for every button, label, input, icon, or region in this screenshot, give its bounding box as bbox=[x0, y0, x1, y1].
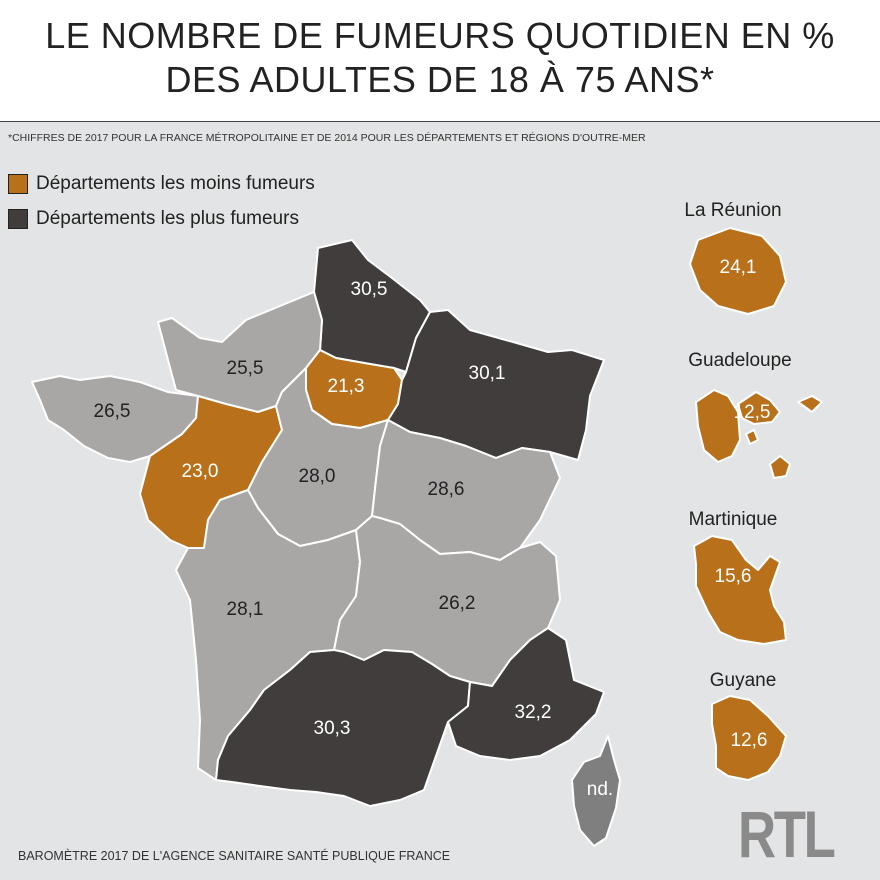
label-guadeloupe: Guadeloupe bbox=[688, 350, 792, 371]
value-centre-val-de-loire: 28,0 bbox=[299, 466, 336, 487]
value-martinique: 15,6 bbox=[715, 566, 752, 587]
region-provence-alpes-cote-d-azur bbox=[447, 627, 605, 761]
source-credit: BAROMÈTRE 2017 DE L'AGENCE SANITAIRE SAN… bbox=[18, 849, 451, 863]
value-pays-de-la-loire: 23,0 bbox=[182, 461, 219, 482]
value-hauts-de-france: 30,5 bbox=[351, 279, 388, 300]
label-la-reunion: La Réunion bbox=[684, 200, 782, 221]
title-line-2: DES ADULTES DE 18 À 75 ANS* bbox=[165, 59, 715, 100]
overseas-guadeloupe bbox=[695, 389, 823, 479]
legend-swatch-high bbox=[8, 209, 28, 229]
legend-label-low: Départements les moins fumeurs bbox=[36, 173, 315, 194]
overseas-guyane bbox=[711, 695, 787, 781]
value-la-reunion: 24,1 bbox=[720, 257, 757, 278]
legend-swatch-low bbox=[8, 174, 28, 194]
label-guyane: Guyane bbox=[709, 670, 777, 691]
header: LE NOMBRE DE FUMEURS QUOTIDIEN EN % DES … bbox=[0, 0, 880, 122]
value-auvergne-rhone-alpes: 26,2 bbox=[439, 593, 476, 614]
legend-item-high: Départements les plus fumeurs bbox=[8, 208, 299, 230]
legend-label-high: Départements les plus fumeurs bbox=[36, 208, 299, 229]
overseas-martinique bbox=[693, 535, 787, 645]
region-corse bbox=[571, 735, 621, 847]
rtl-logo: RTL bbox=[738, 797, 836, 871]
value-guadeloupe: 12,5 bbox=[734, 402, 771, 423]
region-occitanie bbox=[215, 649, 471, 807]
value-provence-alpes-cote-d-azur: 32,2 bbox=[515, 702, 552, 723]
value-bourgogne-franche-comte: 28,6 bbox=[428, 479, 465, 500]
value-normandie: 25,5 bbox=[227, 358, 264, 379]
footnote: *CHIFFRES DE 2017 POUR LA FRANCE MÉTROPO… bbox=[8, 132, 646, 144]
value-nouvelle-aquitaine: 28,1 bbox=[227, 599, 264, 620]
value-corse: nd. bbox=[587, 779, 613, 800]
value-guyane: 12,6 bbox=[731, 730, 768, 751]
legend-item-low: Départements les moins fumeurs bbox=[8, 173, 315, 195]
value-grand-est: 30,1 bbox=[469, 363, 506, 384]
value-ile-de-france: 21,3 bbox=[328, 376, 365, 397]
overseas-la-reunion bbox=[689, 227, 787, 315]
title-line-1: LE NOMBRE DE FUMEURS QUOTIDIEN EN % bbox=[45, 15, 835, 56]
value-occitanie: 30,3 bbox=[314, 718, 351, 739]
value-bretagne: 26,5 bbox=[94, 401, 131, 422]
label-martinique: Martinique bbox=[688, 509, 778, 530]
title: LE NOMBRE DE FUMEURS QUOTIDIEN EN % DES … bbox=[0, 14, 880, 102]
